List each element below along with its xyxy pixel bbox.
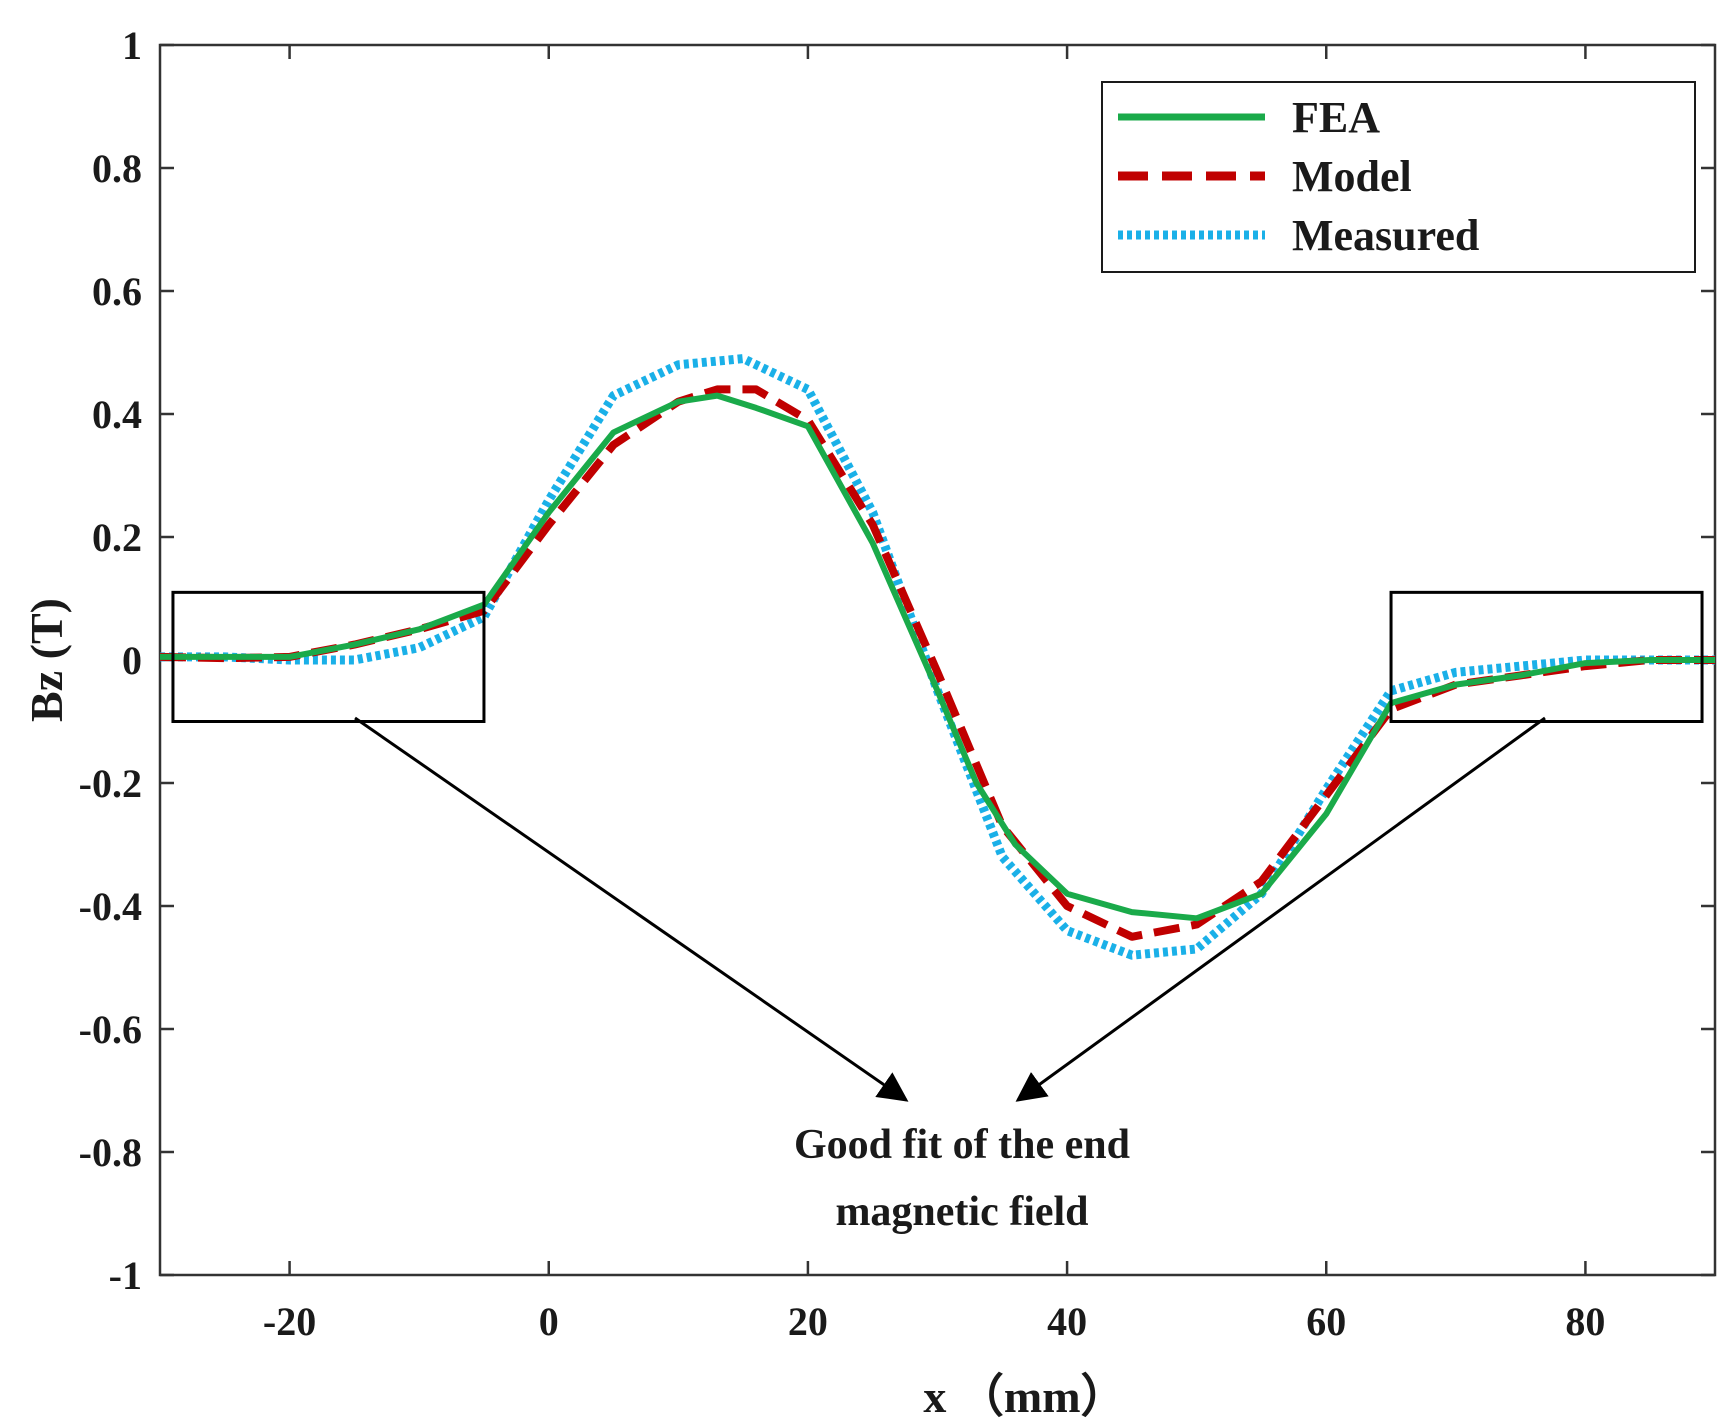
x-tick-label: 80	[1565, 1299, 1605, 1344]
y-tick-label: 0.2	[92, 515, 142, 560]
y-tick-label: 0.4	[92, 392, 142, 437]
y-tick-label: -0.2	[79, 761, 142, 806]
y-tick-labels: 1 0.8 0.6 0.4 0.2 0 -0.2 -0.4 -0.6 -0.8 -1	[79, 23, 142, 1298]
annotation-line-2: magnetic field	[835, 1189, 1088, 1235]
annotation-arrows	[354, 716, 1546, 1102]
highlight-box-left	[171, 590, 486, 723]
legend-label-fea: FEA	[1292, 93, 1380, 142]
y-tick-label: 0	[122, 638, 142, 683]
y-tick-label: 1	[122, 23, 142, 68]
x-tick-labels: -20 0 20 40 60 80	[263, 1299, 1605, 1344]
y-tick-label: 0.8	[92, 146, 142, 191]
y-tick-label: -1	[109, 1253, 142, 1298]
annotation-arrow-right	[1015, 716, 1546, 1102]
y-tick-label: 0.6	[92, 269, 142, 314]
x-tick-label: -20	[263, 1299, 316, 1344]
data-series	[159, 354, 1715, 960]
annotation-arrow-left	[354, 716, 909, 1102]
y-tick-label: -0.6	[79, 1007, 142, 1052]
highlight-box-right	[1389, 590, 1704, 723]
y-tick-label: -0.8	[79, 1130, 142, 1175]
legend: FEA Model Measured	[1101, 81, 1696, 273]
x-tick-label: 20	[788, 1299, 828, 1344]
highlight-boxes	[171, 590, 1704, 723]
axis-ticks	[160, 43, 1715, 1277]
annotation-line-1: Good fit of the end	[794, 1122, 1130, 1168]
series-line-fea	[160, 392, 1715, 922]
y-tick-label: -0.4	[79, 884, 142, 929]
legend-label-model: Model	[1292, 152, 1412, 201]
x-tick-label: 0	[539, 1299, 559, 1344]
legend-label-measured: Measured	[1292, 211, 1479, 260]
x-tick-label: 40	[1047, 1299, 1087, 1344]
x-axis-title: x （mm）	[923, 1371, 1126, 1422]
x-tick-label: 60	[1306, 1299, 1346, 1344]
y-axis-title: Bz (T)	[21, 598, 72, 722]
